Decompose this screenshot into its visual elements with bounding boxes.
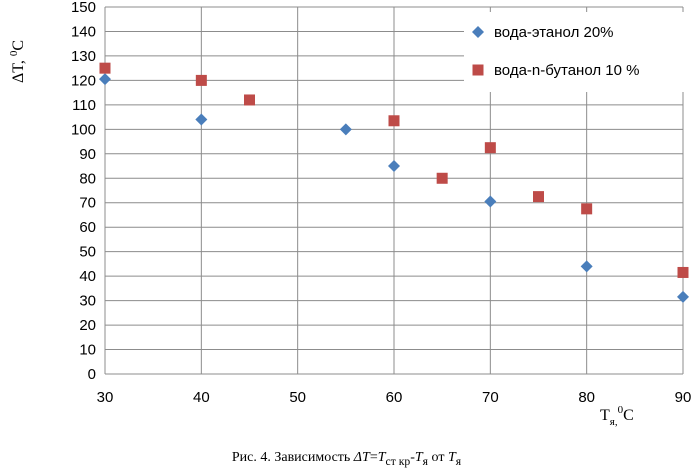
data-point-butanol: [195, 74, 207, 86]
y-tick-label: 70: [79, 195, 96, 212]
x-tick-label: 80: [578, 389, 595, 406]
y-tick-label: 50: [79, 244, 96, 261]
data-point-ethanol: [677, 290, 689, 303]
data-point-ethanol: [580, 260, 593, 273]
x-tick-label: 70: [482, 389, 499, 406]
figure-caption: Рис. 4. Зависимость ΔT=Tст кр-Tя от Tя: [231, 450, 462, 468]
y-axis-title: ΔT, 0C: [8, 40, 27, 83]
x-axis-title: Tя,0C: [600, 404, 634, 428]
data-point-butanol: [436, 172, 448, 184]
y-tick-label: 90: [79, 146, 96, 163]
y-tick-label: 20: [79, 317, 96, 334]
data-point-butanol: [244, 94, 255, 106]
x-tick-labels: 30 40 50 60 70 80 90: [97, 389, 692, 406]
y-tick-label: 100: [71, 121, 96, 138]
x-tick-label: 30: [97, 389, 114, 406]
legend-marker-butanol: [472, 64, 484, 76]
x-tick-label: 90: [675, 389, 692, 406]
scatter-chart: 0 10 20 30 40 50 60 70 80 90 100 110 120 130 140 150 30…: [8, 0, 692, 428]
data-point-ethanol: [99, 73, 111, 86]
legend-marker-ethanol: [472, 26, 484, 38]
x-tick-label: 40: [193, 389, 210, 406]
data-point-butanol: [388, 115, 400, 127]
data-point-butanol: [677, 266, 689, 278]
y-tick-label: 0: [88, 366, 96, 383]
y-tick-label: 120: [71, 72, 96, 89]
y-tick-label: 30: [79, 293, 96, 310]
data-point-butanol: [99, 62, 111, 74]
data-point-ethanol: [388, 160, 400, 173]
y-tick-label: 140: [71, 23, 96, 40]
y-tick-label: 150: [71, 0, 96, 16]
y-tick-label: 110: [72, 97, 96, 114]
y-tick-label: 80: [79, 170, 96, 187]
y-tick-labels: 0 10 20 30 40 50 60 70 80 90 100 110 120 130 140 150: [71, 0, 96, 383]
legend-background: [464, 12, 688, 92]
legend-label-butanol: вода-n-бутанол 10 %: [494, 62, 639, 79]
data-point-ethanol: [195, 113, 208, 126]
data-points: [99, 62, 689, 303]
data-point-ethanol: [484, 195, 497, 208]
legend: вода-этанол 20% вода-n-бутанол 10 %: [464, 12, 688, 92]
y-tick-label: 10: [79, 342, 96, 359]
data-point-butanol: [484, 142, 496, 154]
data-point-ethanol: [339, 123, 352, 136]
legend-label-ethanol: вода-этанол 20%: [494, 24, 614, 41]
y-tick-label: 60: [79, 219, 96, 236]
x-tick-label: 50: [289, 389, 306, 406]
data-point-butanol: [533, 191, 544, 203]
data-point-butanol: [581, 203, 593, 215]
x-tick-label: 60: [386, 389, 403, 406]
y-tick-label: 130: [71, 48, 96, 65]
y-tick-label: 40: [79, 268, 96, 285]
